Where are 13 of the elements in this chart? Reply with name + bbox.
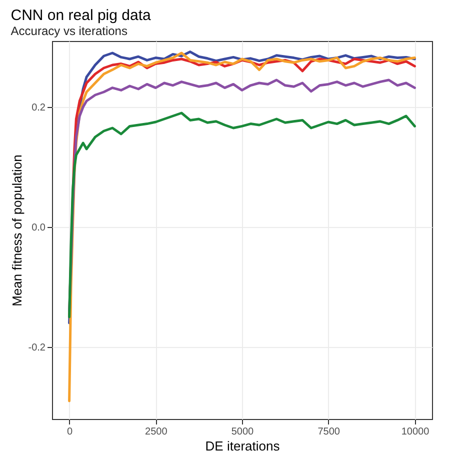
y-tick-label: -0.2 (28, 342, 46, 354)
x-tick-label: 7500 (318, 426, 340, 438)
y-tick-label: 0.2 (32, 102, 46, 114)
line-series (68, 112, 416, 318)
x-tick-label: 0 (66, 426, 73, 438)
chart-title: CNN on real pig data (10, 7, 152, 24)
x-axis-title: DE iterations (205, 438, 280, 454)
x-tick-label: 2500 (145, 426, 168, 438)
chart-subtitle: Accuracy vs iterations (10, 24, 128, 38)
y-axis-title: Mean fitness of population (9, 154, 24, 306)
x-tick-label: 10000 (401, 426, 430, 438)
x-tick-label: 5000 (231, 426, 254, 438)
y-tick-label: 0.0 (32, 222, 46, 234)
